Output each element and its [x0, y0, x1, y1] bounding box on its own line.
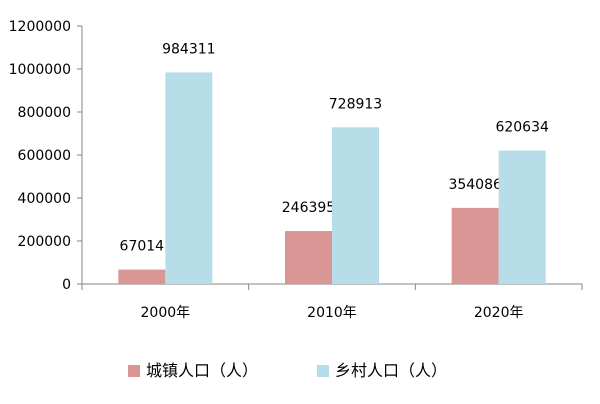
y-tick-label: 200000	[18, 234, 71, 250]
data-label: 354086	[448, 177, 502, 193]
data-label: 246395	[282, 200, 335, 216]
bar	[118, 269, 166, 284]
bar	[498, 150, 546, 284]
x-tick-label: 2020年	[474, 305, 524, 321]
bar	[451, 207, 499, 284]
data-label: 728913	[329, 96, 382, 112]
bar	[285, 231, 332, 284]
x-tick-label: 2000年	[141, 305, 191, 321]
data-label: 67014	[120, 239, 165, 255]
y-tick-label: 1000000	[9, 62, 71, 78]
y-tick-label: 600000	[18, 148, 71, 164]
y-tick-label: 0	[62, 277, 71, 293]
bar	[332, 127, 379, 284]
legend-label: 乡村人口（人）	[335, 361, 447, 380]
data-label: 620634	[495, 120, 549, 136]
y-tick-label: 400000	[18, 191, 71, 207]
y-tick-label: 1200000	[9, 19, 71, 35]
y-tick-label: 800000	[18, 105, 71, 121]
bar	[165, 72, 213, 284]
x-tick-label: 2010年	[307, 305, 357, 321]
data-label: 984311	[162, 41, 215, 57]
legend-swatch	[317, 365, 329, 377]
legend-swatch	[128, 365, 140, 377]
legend-label: 城镇人口（人）	[146, 361, 258, 380]
